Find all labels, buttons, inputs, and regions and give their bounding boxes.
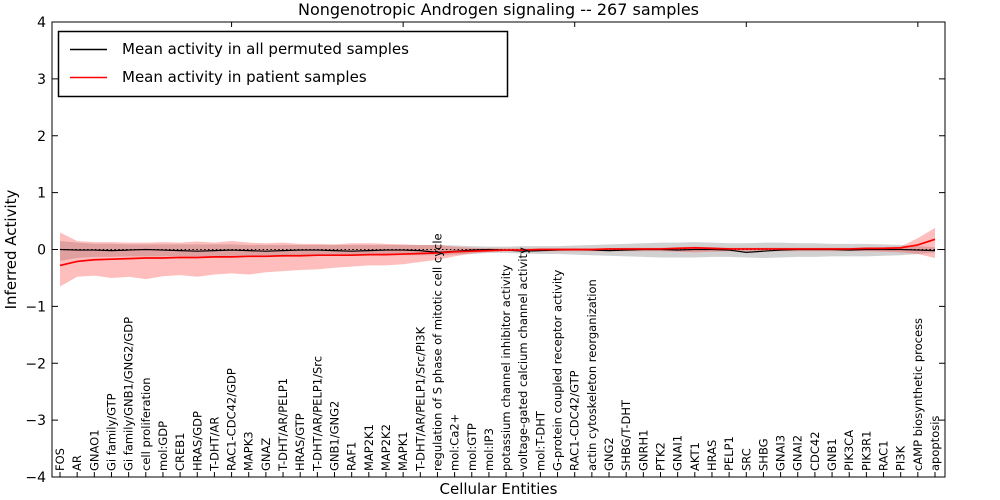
- y-tick-label: 2: [37, 129, 46, 145]
- legend-box: [57, 30, 509, 98]
- x-tick-label: GNAZ: [259, 438, 273, 471]
- y-tick-label: 1: [37, 186, 46, 202]
- x-tick-label: SHBG/T-DHT: [619, 399, 633, 471]
- x-tick-label: Gi family/GTP: [104, 393, 118, 471]
- y-tick-label: −4: [25, 470, 46, 486]
- x-tick-label: T-DHT/AR/PELP1/Src: [310, 356, 324, 472]
- legend-label-patient: Mean activity in patient samples: [122, 68, 367, 86]
- x-tick-label: GNAI3: [774, 435, 788, 471]
- patient-mean-line: [59, 238, 936, 267]
- x-tick-label: Gi family/GNB1/GNG2/GDP: [122, 317, 136, 471]
- y-tick-label: 3: [37, 72, 46, 88]
- y-tick-label: −1: [25, 299, 46, 315]
- x-tick-label: MAPK1: [396, 431, 410, 471]
- x-tick-label: mol:GDP: [156, 421, 170, 471]
- x-tick-label: cAMP biosynthetic process: [911, 318, 925, 471]
- x-tick-label: T-DHT/AR: [207, 417, 221, 472]
- x-tick-label: G-protein coupled receptor activity: [551, 269, 565, 471]
- y-axis-label: Inferred Activity: [2, 189, 20, 309]
- x-tick-label: GNAI1: [671, 435, 685, 471]
- x-tick-label: potassium channel inhibitor activity: [499, 265, 513, 471]
- x-tick-label: voltage-gated calcium channel activity: [516, 247, 530, 471]
- x-tick-label: GNG2: [602, 437, 616, 471]
- x-tick-label: MAPK3: [242, 431, 256, 471]
- x-tick-label: MAP2K1: [362, 424, 376, 471]
- x-axis-label: Cellular Entities: [440, 480, 558, 498]
- x-tick-label: apoptosis: [928, 416, 942, 471]
- x-tick-label: HRAS/GDP: [190, 411, 204, 471]
- x-tick-label: GNB1/GNG2: [328, 401, 342, 471]
- x-tick-label: T-DHT/AR/PELP1/Src/PI3K: [413, 326, 427, 472]
- x-tick-label: PELP1: [722, 436, 736, 471]
- x-tick-label: GNRH1: [636, 430, 650, 471]
- x-tick-label: GNAI2: [791, 435, 805, 471]
- x-tick-label: SRC: [739, 448, 753, 471]
- x-tick-label: PIK3CA: [842, 430, 856, 471]
- legend: Mean activity in all permuted samples Me…: [57, 30, 509, 98]
- y-tick-label: −2: [25, 356, 46, 372]
- x-tick-label: RAC1-CDC42/GDP: [225, 368, 239, 471]
- x-tick-label: HRAS: [705, 440, 719, 471]
- x-tick-label: mol:IP3: [482, 428, 496, 471]
- x-tick-label: GNB1: [825, 438, 839, 471]
- x-tick-label: RAC1: [877, 440, 891, 471]
- x-tick-label: CDC42: [808, 431, 822, 471]
- x-tick-label: PI3K: [894, 445, 908, 471]
- x-tick-label: T-DHT/AR/PELP1: [276, 378, 290, 472]
- x-tick-label: mol:Ca2+: [448, 414, 462, 471]
- x-tick-label: RAC1-CDC42/GTP: [568, 370, 582, 471]
- x-tick-label: mol:GTP: [465, 423, 479, 471]
- x-tick-label: SHBG: [756, 438, 770, 471]
- x-tick-label: regulation of S phase of mitotic cell cy…: [430, 233, 444, 471]
- x-tick-label: AKT1: [688, 442, 702, 471]
- x-tick-label: PIK3R1: [859, 431, 873, 472]
- legend-label-permuted: Mean activity in all permuted samples: [122, 40, 409, 58]
- x-tick-label: PTK2: [653, 442, 667, 471]
- x-tick-label: MAP2K2: [379, 424, 393, 471]
- y-tick-label: 4: [37, 15, 46, 31]
- chart-title: Nongenotropic Androgen signaling -- 267 …: [298, 0, 699, 19]
- x-tick-label: AR: [70, 455, 84, 471]
- x-tick-label: mol:T-DHT: [533, 410, 547, 471]
- x-tick-label: FOS: [53, 448, 67, 471]
- x-tick-label: CREB1: [173, 433, 187, 472]
- x-tick-label: RAF1: [345, 442, 359, 471]
- plot-area: 4 3 2 1 0 −1 −2 −3 −4 FOS AR GNAO1 Gi family/GTP Gi f…: [25, 15, 946, 486]
- x-tick-label: HRAS/GTP: [293, 413, 307, 471]
- y-tick-label: 0: [37, 243, 46, 259]
- x-tick-label: GNAO1: [87, 429, 101, 471]
- y-tick-label: −3: [25, 413, 46, 429]
- x-tick-label: cell proliferation: [139, 377, 153, 471]
- x-tick-label: actin cytoskeleton reorganization: [585, 279, 599, 471]
